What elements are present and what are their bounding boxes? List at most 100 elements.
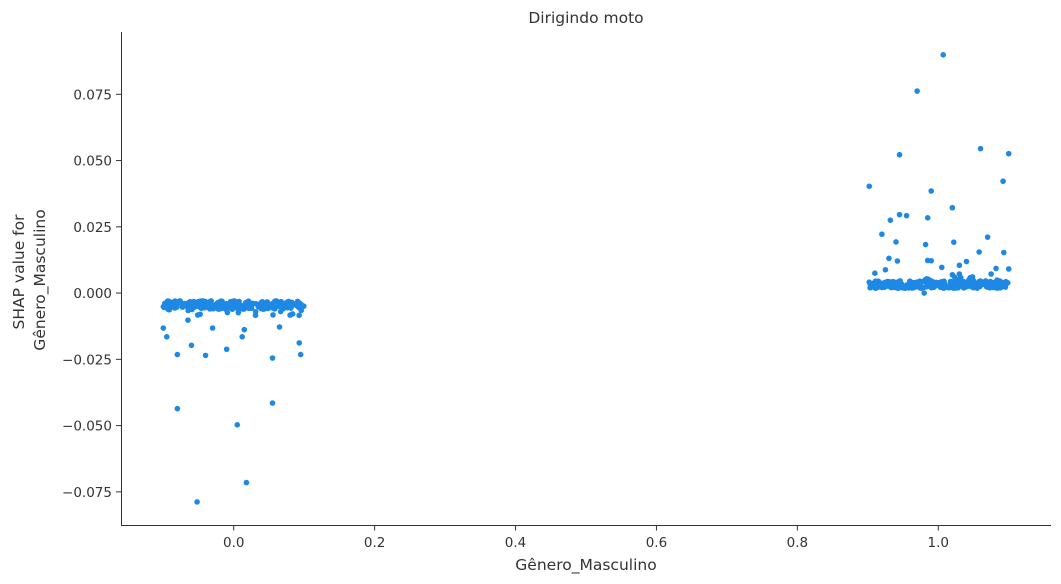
scatter-point — [227, 298, 234, 305]
scatter-point — [174, 351, 181, 358]
x-axis-label: Gênero_Masculino — [515, 556, 656, 575]
scatter-point — [296, 340, 303, 346]
scatter-point — [241, 326, 248, 333]
y-tick-label: 0.075 — [73, 87, 112, 103]
scatter-point — [902, 285, 908, 292]
chart-title: Dirigindo moto — [528, 9, 643, 27]
scatter-point — [160, 325, 167, 331]
scatter-point — [886, 255, 892, 262]
scatter-point — [950, 239, 957, 245]
scatter-point — [297, 351, 304, 358]
scatter-point — [926, 281, 932, 287]
scatter-point — [277, 308, 284, 315]
x-tick-label: 0.0 — [223, 535, 244, 551]
scatter-point — [235, 309, 242, 316]
scatter-point — [239, 334, 245, 340]
y-tick-label: 0.025 — [73, 220, 112, 236]
y-tick-label: −0.025 — [62, 352, 112, 368]
scatter-point — [887, 217, 894, 223]
scatter-point — [248, 304, 255, 311]
scatter-point — [260, 303, 267, 310]
scatter-point — [269, 355, 276, 361]
y-tick-label: 0.000 — [73, 286, 112, 302]
scatter-point — [928, 257, 935, 264]
scatter-point — [993, 265, 999, 272]
scatter-point — [922, 241, 929, 248]
scatter-point — [909, 279, 916, 286]
scatter-point — [896, 279, 903, 286]
scatter-point — [1005, 266, 1012, 272]
scatter-point — [298, 307, 305, 314]
scatter-point — [894, 258, 901, 264]
scatter-point — [893, 239, 899, 245]
scatter-point — [988, 271, 994, 277]
scatter-point — [258, 299, 265, 306]
scatter-point — [197, 305, 204, 311]
scatter-point — [239, 302, 246, 309]
scatter-point — [866, 183, 873, 190]
scatter-point — [896, 284, 902, 291]
scatter-point — [294, 298, 301, 305]
scatter-point — [969, 283, 976, 290]
scatter-point — [276, 324, 283, 330]
scatter-point — [163, 334, 170, 340]
scatter-point — [977, 278, 984, 284]
scatter-point — [976, 249, 982, 255]
scatter-point — [181, 300, 188, 307]
scatter-point — [883, 281, 890, 288]
scatter-point — [213, 300, 220, 307]
scatter-point — [226, 304, 233, 311]
scatter-point — [976, 283, 983, 290]
scatter-point — [287, 312, 293, 318]
scatter-point — [207, 300, 214, 306]
scatter-point — [185, 317, 191, 323]
x-tick-label: 0.2 — [364, 535, 385, 551]
scatter-point — [940, 285, 947, 291]
scatter-point — [868, 281, 875, 287]
scatter-point — [281, 301, 287, 307]
scatter-point — [876, 280, 883, 287]
scatter-point — [172, 298, 178, 304]
scatter-point — [1001, 283, 1008, 289]
scatter-point — [174, 405, 181, 412]
scatter-point — [208, 304, 214, 310]
scatter-point — [903, 212, 910, 219]
scatter-point — [896, 151, 903, 158]
scatter-point — [909, 285, 915, 291]
scatter-point — [963, 258, 970, 265]
scatter-point — [921, 290, 927, 296]
scatter-point — [289, 300, 296, 306]
scatter-point — [223, 346, 230, 353]
scatter-point — [194, 499, 200, 505]
scatter-point — [271, 306, 278, 312]
x-tick-label: 1.0 — [928, 535, 949, 551]
scatter-point — [265, 305, 272, 311]
scatter-point — [255, 304, 262, 310]
scatter-point — [949, 204, 956, 211]
x-tick-label: 0.8 — [787, 535, 808, 551]
scatter-point — [1000, 249, 1007, 256]
scatter-point — [949, 271, 956, 278]
scatter-point — [224, 309, 231, 316]
scatter-point — [922, 277, 928, 283]
scatter-point — [949, 280, 956, 287]
scatter-point — [977, 145, 984, 152]
scatter-point — [882, 266, 889, 273]
scatter-point — [269, 400, 276, 406]
scatter-point — [960, 285, 967, 291]
scatter-point — [914, 281, 921, 288]
scatter-point — [188, 342, 195, 349]
scatter-point — [202, 352, 209, 359]
scatter-point — [209, 325, 216, 331]
scatter-point — [928, 188, 935, 194]
scatter-point — [171, 305, 178, 311]
y-axis-label-line-1: SHAP value for — [10, 214, 28, 330]
scatter-point — [166, 306, 173, 313]
y-tick-label: −0.075 — [62, 485, 112, 501]
scatter-point — [939, 280, 945, 287]
scatter-point — [983, 280, 989, 286]
scatter-point — [994, 277, 1000, 283]
scatter-point — [202, 301, 208, 308]
scatter-point — [938, 264, 945, 271]
